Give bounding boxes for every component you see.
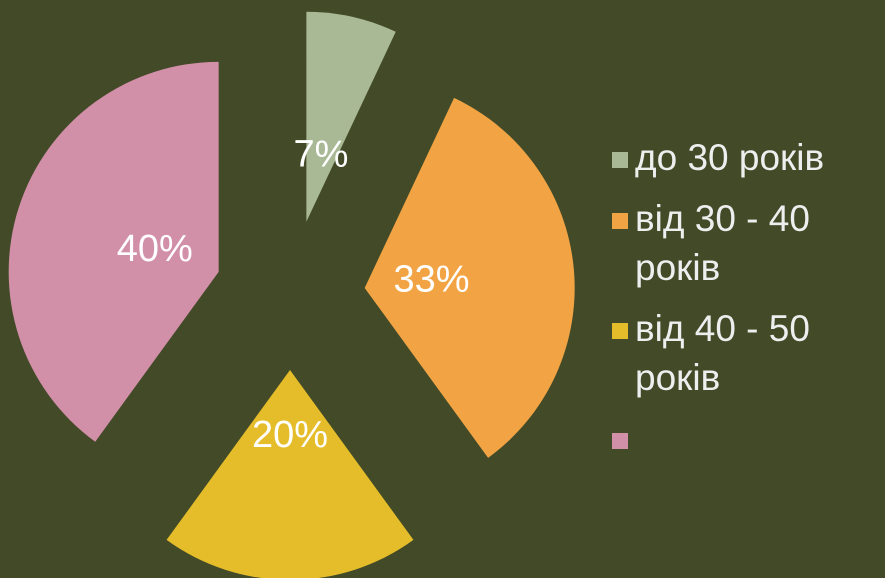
legend-marker (612, 152, 628, 168)
pie-slice (166, 370, 414, 578)
pie-slice (364, 97, 575, 458)
legend-marker (612, 213, 628, 229)
legend-marker (612, 433, 628, 449)
legend-label: до 30 років (635, 137, 824, 178)
legend-marker (612, 323, 628, 339)
value-label: 40% (117, 228, 193, 270)
pie-slice (306, 11, 396, 222)
legend-label: від 40 - 50 років (635, 308, 810, 398)
value-label: 20% (252, 414, 328, 456)
value-label: 33% (394, 259, 470, 301)
pie-slice (8, 61, 219, 442)
legend-label: від 30 - 40 років (635, 198, 810, 288)
value-label: 7% (294, 133, 349, 175)
